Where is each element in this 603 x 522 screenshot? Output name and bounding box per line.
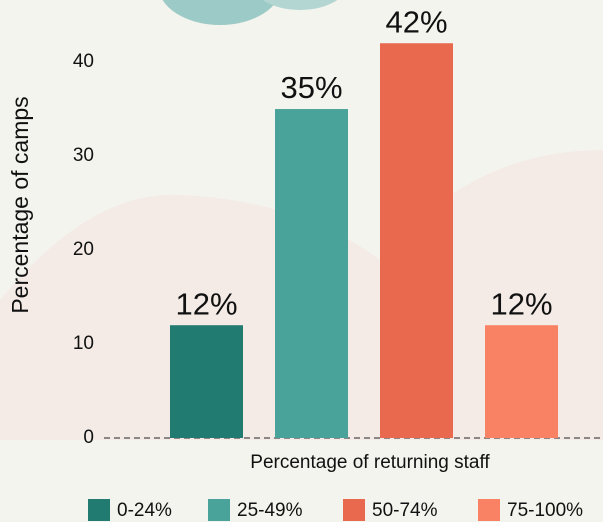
x-axis-label: Percentage of returning staff: [250, 452, 490, 473]
legend-swatch: [88, 499, 110, 521]
legend-swatch: [208, 499, 230, 521]
y-tick-label: 10: [73, 333, 94, 354]
legend-swatch: [478, 499, 500, 521]
legend-label: 0-24%: [117, 500, 172, 521]
y-tick-label: 20: [73, 239, 94, 260]
chart: Percentage of camps Percentage of return…: [0, 0, 603, 522]
y-tick-label: 0: [83, 427, 94, 448]
legend-label: 75-100%: [507, 500, 583, 521]
legend-label: 25-49%: [237, 500, 303, 521]
bar: [485, 325, 558, 438]
value-label: 42%: [385, 4, 447, 39]
y-tick-label: 30: [73, 145, 94, 166]
value-label: 35%: [280, 70, 342, 105]
bar: [380, 43, 453, 438]
y-tick-label: 40: [73, 51, 94, 72]
value-label: 12%: [490, 286, 552, 321]
value-label: 12%: [175, 286, 237, 321]
bar: [275, 109, 348, 438]
legend-label: 50-74%: [372, 500, 438, 521]
legend-swatch: [343, 499, 365, 521]
y-axis-label: Percentage of camps: [7, 96, 33, 313]
bar: [170, 325, 243, 438]
